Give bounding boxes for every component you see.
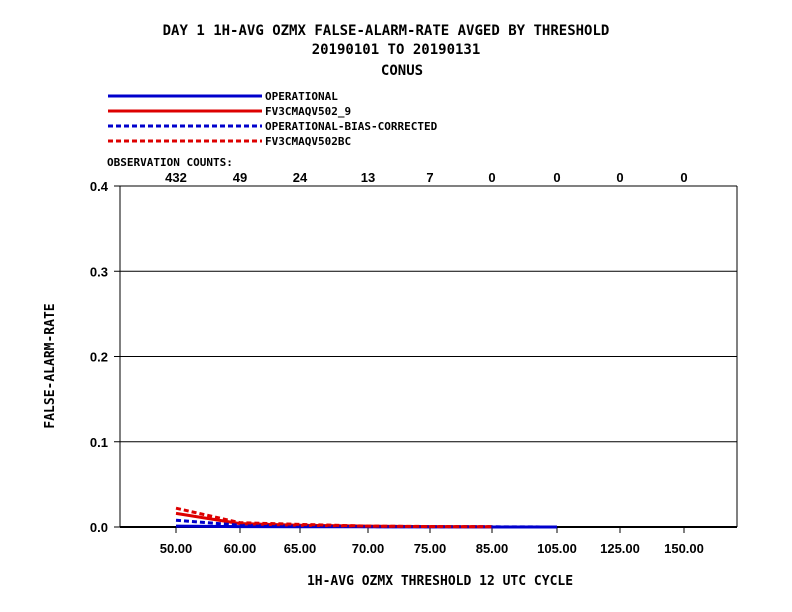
y-tick-labels: 0.0 0.1 0.2 0.3 0.4 [90, 179, 109, 535]
legend: OPERATIONAL FV3CMAQV502_9 OPERATIONAL-BIAS… [108, 90, 438, 148]
x-tick-label: 50.00 [160, 541, 193, 556]
observation-counts: 432 49 24 13 7 0 0 0 0 [165, 170, 687, 185]
observation-count: 0 [680, 170, 687, 185]
x-tick-label: 70.00 [352, 541, 385, 556]
observation-count: 0 [553, 170, 560, 185]
observation-count: 7 [426, 170, 433, 185]
x-tick-label: 150.00 [664, 541, 704, 556]
observation-count: 13 [361, 170, 375, 185]
x-tick-label: 65.00 [284, 541, 317, 556]
y-tick-label: 0.3 [90, 264, 108, 279]
chart-title-line1: DAY 1 1H-AVG OZMX FALSE-ALARM-RATE AVGED… [163, 23, 610, 39]
observation-counts-label: OBSERVATION COUNTS: [107, 156, 233, 169]
y-tick-label: 0.1 [90, 435, 108, 450]
legend-label: FV3CMAQV502_9 [265, 105, 351, 118]
x-axis-label: 1H-AVG OZMX THRESHOLD 12 UTC CYCLE [307, 574, 573, 589]
observation-count: 0 [616, 170, 623, 185]
chart-title-line3: CONUS [381, 63, 423, 79]
x-tick-label: 105.00 [537, 541, 577, 556]
legend-label: FV3CMAQV502BC [265, 135, 351, 148]
y-axis-label: FALSE-ALARM-RATE [43, 303, 58, 428]
observation-count: 432 [165, 170, 187, 185]
x-tick-labels: 50.00 60.00 65.00 70.00 75.00 85.00 105.00 125.… [160, 541, 704, 556]
legend-label: OPERATIONAL [265, 90, 338, 103]
chart-title-line2: 20190101 TO 20190131 [312, 42, 481, 58]
x-tick-label: 85.00 [476, 541, 509, 556]
series-line [175, 506, 493, 529]
series-lines [175, 506, 558, 529]
x-tick-label: 60.00 [224, 541, 257, 556]
x-tick-label: 75.00 [414, 541, 447, 556]
grid [114, 185, 738, 533]
y-tick-label: 0.0 [90, 520, 108, 535]
observation-count: 49 [233, 170, 247, 185]
observation-count: 24 [293, 170, 308, 185]
y-tick-label: 0.2 [90, 350, 108, 365]
legend-label: OPERATIONAL-BIAS-CORRECTED [265, 120, 438, 133]
x-tick-label: 125.00 [600, 541, 640, 556]
y-tick-label: 0.4 [90, 179, 109, 194]
observation-count: 0 [488, 170, 495, 185]
